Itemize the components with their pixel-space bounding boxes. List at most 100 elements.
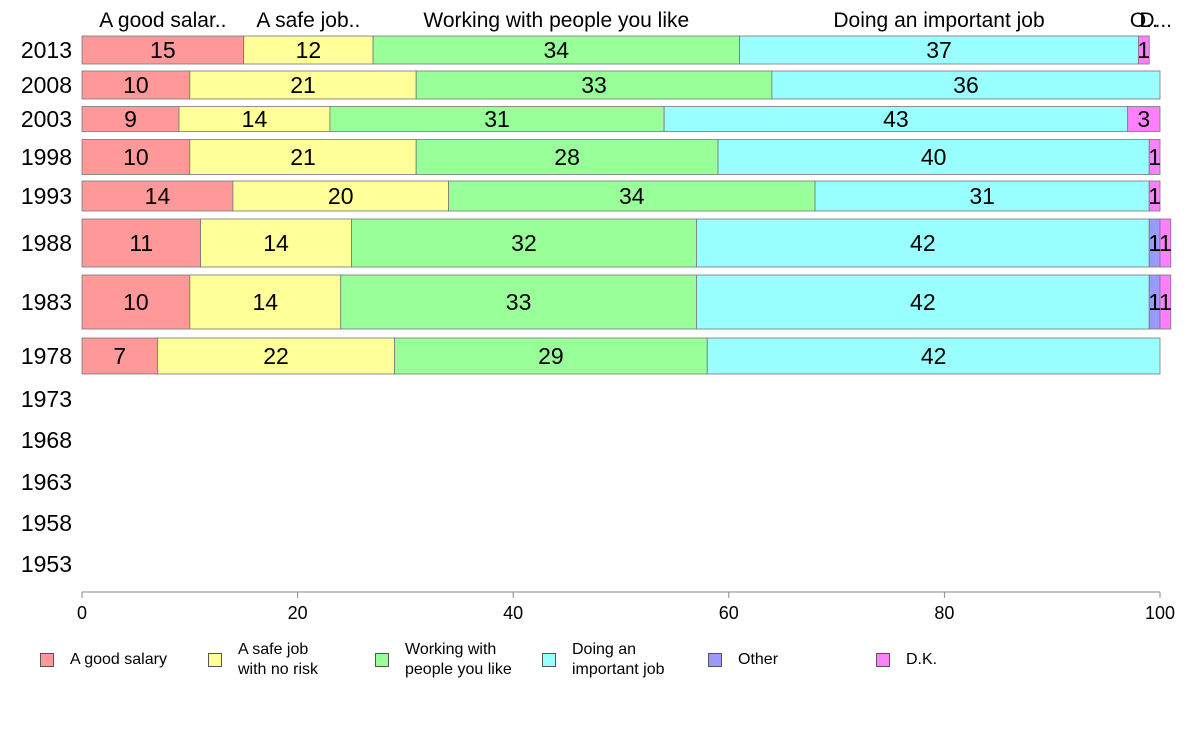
value-label: 3 (1137, 106, 1150, 132)
legend-item: Other (708, 650, 778, 670)
x-tick-label: 100 (1145, 603, 1175, 623)
year-label: 1983 (21, 289, 72, 315)
value-label: 32 (511, 230, 537, 256)
value-label: 11 (129, 230, 153, 256)
year-label: 1998 (21, 144, 72, 170)
year-label: 1968 (21, 427, 72, 453)
year-label: 1953 (21, 551, 72, 577)
legend-label: D.K. (906, 651, 938, 668)
series-header-label: A safe job.. (256, 9, 360, 32)
value-label: 29 (538, 343, 564, 369)
bar-segment (739, 35, 1139, 65)
value-label: 43 (883, 106, 909, 132)
series-header-label: D... (1139, 9, 1172, 32)
value-label: 42 (910, 289, 936, 315)
value-label: 42 (910, 230, 936, 256)
value-label: 9 (124, 106, 137, 132)
bar-segment (1148, 180, 1161, 212)
bar-segment (1159, 274, 1172, 330)
value-label: 14 (145, 183, 171, 209)
bar-segment (81, 274, 191, 330)
legend-swatch (542, 653, 556, 667)
year-label: 1958 (21, 510, 72, 536)
bar-segment (329, 106, 665, 132)
bar-segment (448, 180, 816, 212)
value-labels-group: 15 12 34 37 110 21 33 369 14 31 43 310 21 28 40 114 20 34… (113, 37, 1171, 369)
series-header-labels-group: A good salar.. A safe job.. Working with p… (99, 9, 1172, 32)
legend-swatch (708, 653, 722, 667)
bar-segment (706, 337, 1161, 375)
value-label: 37 (926, 37, 952, 63)
value-label: 12 (296, 37, 322, 63)
value-label: 14 (263, 230, 289, 256)
bar-segment (81, 70, 191, 100)
legend-item: A good salary (40, 650, 167, 670)
bar-segment (1138, 35, 1150, 65)
year-label: 2008 (21, 72, 72, 98)
legend-label: Working with people you like (405, 641, 512, 678)
bar-segment (189, 274, 342, 330)
year-label: 2003 (21, 106, 72, 132)
value-label: 28 (554, 144, 580, 170)
series-header-label: Doing an important job (833, 9, 1044, 32)
bar-segment (663, 106, 1129, 132)
value-label: 34 (544, 37, 570, 63)
bar-segment (81, 218, 201, 268)
value-label: 10 (123, 144, 149, 170)
bar-segment (415, 70, 773, 100)
year-label: 1973 (21, 386, 72, 412)
year-label: 1963 (21, 469, 72, 495)
x-tick-label: 0 (77, 603, 87, 623)
x-tick-label: 40 (503, 603, 523, 623)
bar-segment (372, 35, 740, 65)
value-label: 1 (1148, 289, 1161, 315)
value-label: 1 (1148, 183, 1161, 209)
series-header-label: O.. (1130, 9, 1158, 32)
value-label: 31 (969, 183, 995, 209)
value-label: 33 (506, 289, 532, 315)
bar-segment (81, 106, 180, 132)
bar-segment (1148, 139, 1161, 175)
year-label: 1988 (21, 230, 72, 256)
bar-segment (81, 180, 234, 212)
legend-swatch (40, 653, 54, 667)
legend-label: Other (738, 651, 779, 668)
year-labels-group: 2013 2008 2003 1998 1993 1988 1983 1978 1973 1968… (21, 37, 72, 577)
value-label: 36 (953, 72, 979, 98)
legend-item: D.K. (876, 650, 937, 670)
bar-segment (351, 218, 697, 268)
bar-segment (1159, 218, 1172, 268)
bar-segment (771, 70, 1161, 100)
value-label: 22 (263, 343, 289, 369)
series-header-label: A good salar.. (99, 9, 226, 32)
value-label: 21 (290, 144, 316, 170)
value-label: 1 (1159, 230, 1172, 256)
legend-swatch (876, 653, 890, 667)
bar-segment (696, 218, 1150, 268)
value-label: 15 (150, 37, 176, 63)
year-label: 2013 (21, 37, 72, 63)
year-label: 1993 (21, 183, 72, 209)
bars-group (81, 35, 1172, 375)
value-label: 20 (328, 183, 354, 209)
value-label: 33 (581, 72, 607, 98)
value-label: 14 (242, 106, 268, 132)
legend-item: Working with people you like (375, 640, 512, 680)
stacked-bar-chart: 15 12 34 37 110 21 33 369 14 31 43 310 21 28 40 114 20 34… (21, 9, 1175, 623)
value-label: 1 (1159, 289, 1172, 315)
value-label: 7 (113, 343, 126, 369)
value-label: 1 (1148, 144, 1161, 170)
value-label: 10 (123, 289, 149, 315)
legend-label: A good salary (70, 651, 167, 668)
value-label: 10 (123, 72, 149, 98)
legend-item: A safe job with no risk (208, 640, 318, 680)
bar-segment (157, 337, 396, 375)
value-label: 1 (1148, 230, 1161, 256)
bar-segment (189, 139, 417, 175)
bar-segment (81, 139, 191, 175)
series-header-label: Working with people you like (423, 9, 689, 32)
bar-segment (200, 218, 352, 268)
legend-label: A safe job with no risk (238, 641, 319, 678)
bar-segment (189, 70, 417, 100)
year-label: 1978 (21, 343, 72, 369)
